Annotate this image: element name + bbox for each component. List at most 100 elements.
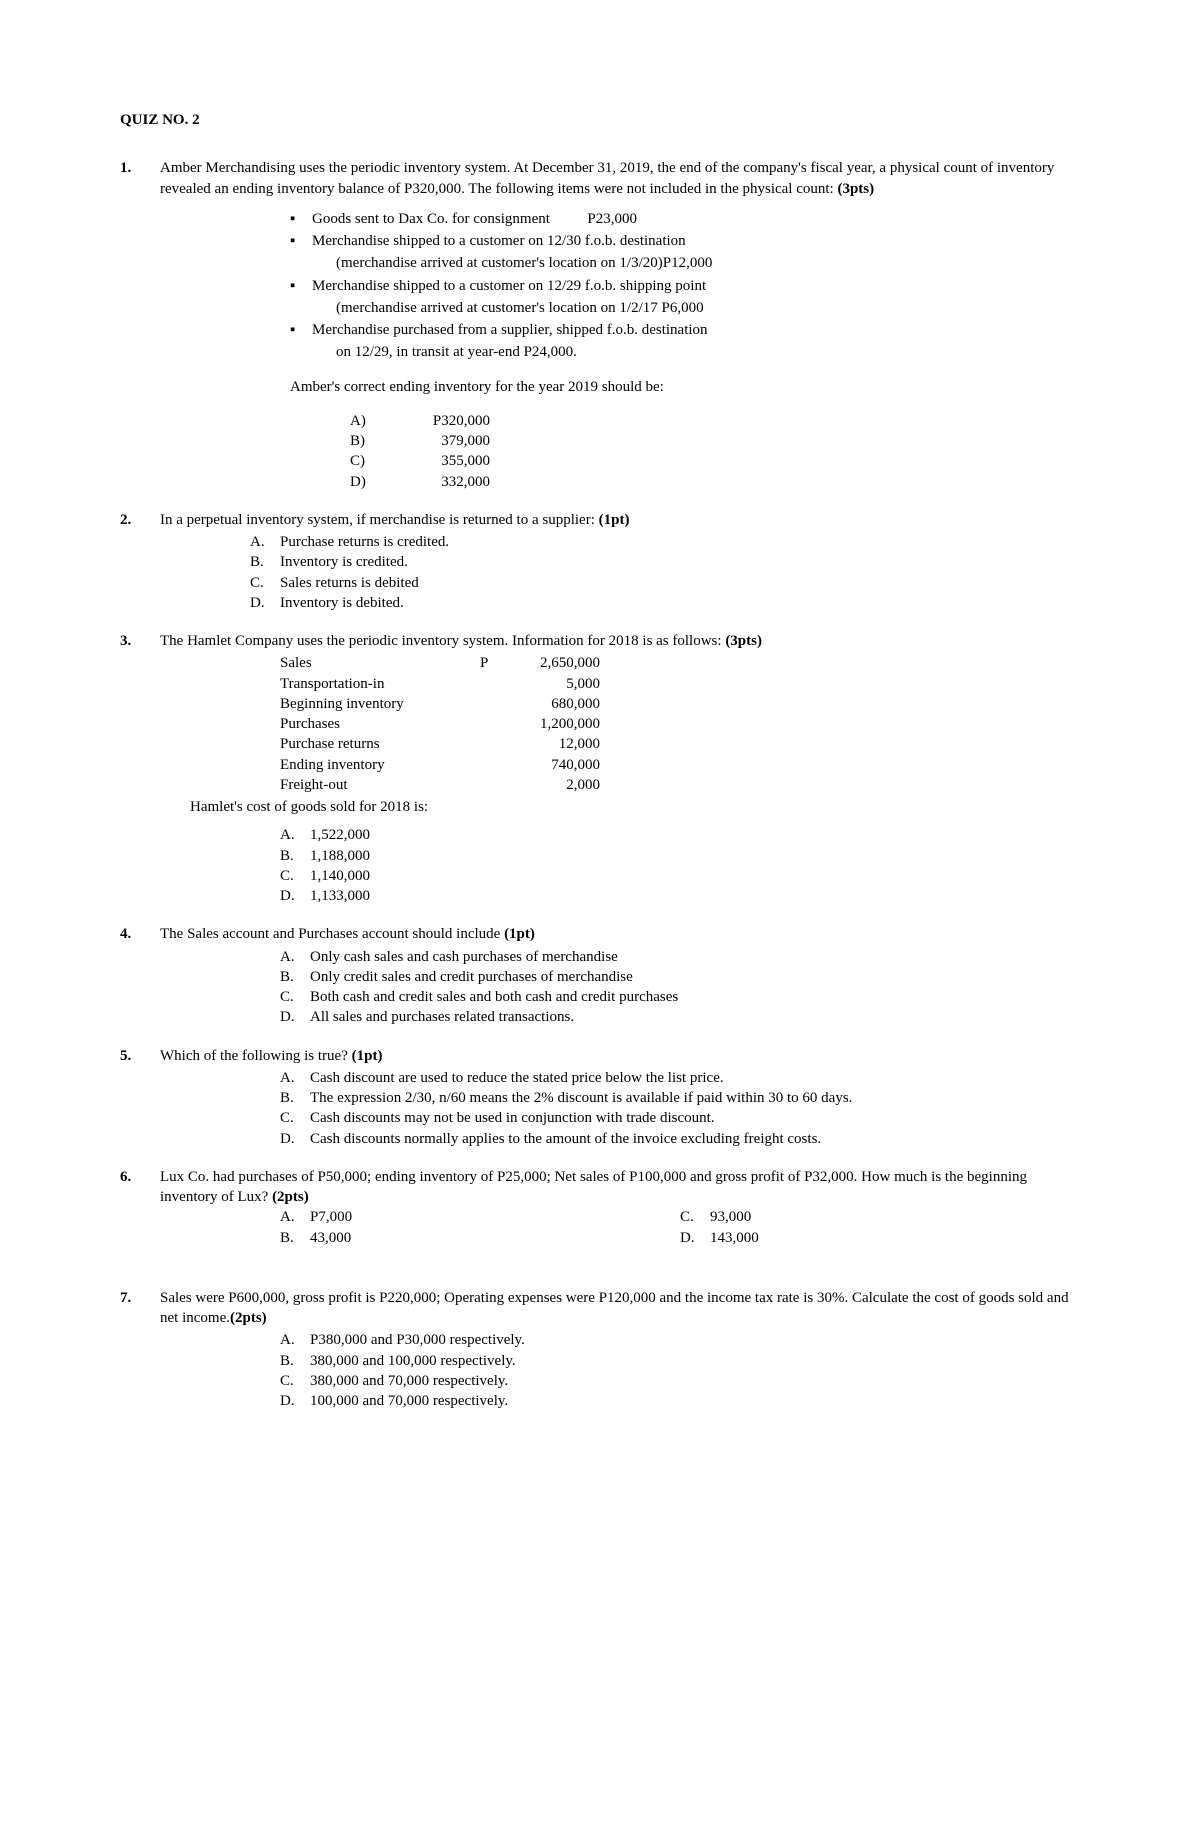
q1-prompt: Amber's correct ending inventory for the…: [290, 377, 1080, 397]
q3-d-label: D.: [280, 886, 310, 906]
q2-text: In a perpetual inventory system, if merc…: [160, 512, 599, 528]
q2-d-label: D.: [250, 593, 280, 613]
bullet-spacer: [290, 342, 312, 362]
q1-text: Amber Merchandising uses the periodic in…: [160, 160, 1054, 196]
q1-bullet-4-sub: on 12/29, in transit at year-end P24,000…: [336, 342, 1080, 362]
q5-options: A.Cash discount are used to reduce the s…: [280, 1068, 1080, 1149]
q4-points: (1pt): [504, 926, 535, 942]
question-5: 5. Which of the following is true? (1pt)…: [120, 1046, 1080, 1149]
q4-b: Only credit sales and credit purchases o…: [310, 967, 633, 987]
q7-d: 100,000 and 70,000 respectively.: [310, 1391, 508, 1411]
q3-options: A.1,522,000 B.1,188,000 C.1,140,000 D.1,…: [280, 825, 1080, 906]
q7-c: 380,000 and 70,000 respectively.: [310, 1371, 508, 1391]
q5-b: The expression 2/30, n/60 means the 2% d…: [310, 1088, 852, 1108]
q2-b-label: B.: [250, 552, 280, 572]
q1-b1-amount: P23,000: [587, 211, 637, 227]
q6-body: Lux Co. had purchases of P50,000; ending…: [160, 1167, 1080, 1248]
q2-d: Inventory is debited.: [280, 593, 404, 613]
q3-points: (3pts): [725, 633, 762, 649]
q3-r7-v: 2,000: [500, 775, 600, 795]
q3-b-label: B.: [280, 846, 310, 866]
q6-number: 6.: [120, 1167, 160, 1248]
question-6: 6. Lux Co. had purchases of P50,000; end…: [120, 1167, 1080, 1248]
q3-a: 1,522,000: [310, 825, 370, 845]
q7-body: Sales were P600,000, gross profit is P22…: [160, 1288, 1080, 1412]
q5-a-label: A.: [280, 1068, 310, 1088]
q3-r1-l: Sales: [280, 653, 480, 673]
q4-d: All sales and purchases related transact…: [310, 1007, 574, 1027]
q3-r7-l: Freight-out: [280, 775, 480, 795]
q5-number: 5.: [120, 1046, 160, 1149]
q1-a-label: A): [350, 411, 390, 431]
q4-c: Both cash and credit sales and both cash…: [310, 987, 678, 1007]
q1-bullet-1: Goods sent to Dax Co. for consignment P2…: [312, 209, 1080, 229]
q3-r3-v: 680,000: [500, 694, 600, 714]
question-7: 7. Sales were P600,000, gross profit is …: [120, 1288, 1080, 1412]
q1-bullet-2-sub: (merchandise arrived at customer's locat…: [336, 253, 1080, 273]
q2-c: Sales returns is debited: [280, 573, 419, 593]
q6-d-label: D.: [680, 1228, 710, 1248]
q3-r5-c: [480, 734, 500, 754]
bullet-icon: ▪: [290, 209, 312, 229]
q1-d-value: 332,000: [390, 472, 490, 492]
q4-text: The Sales account and Purchases account …: [160, 926, 504, 942]
q3-r2-v: 5,000: [500, 674, 600, 694]
q2-a: Purchase returns is credited.: [280, 532, 449, 552]
bullet-icon: ▪: [290, 320, 312, 340]
q1-b-label: B): [350, 431, 390, 451]
q1-number: 1.: [120, 158, 160, 492]
q6-row2: B.43,000 D.143,000: [280, 1228, 1080, 1248]
q5-body: Which of the following is true? (1pt) A.…: [160, 1046, 1080, 1149]
q1-answers: A)P320,000 B)379,000 C)355,000 D)332,000: [350, 411, 1080, 492]
q3-r1-c: P: [480, 653, 500, 673]
q5-b-label: B.: [280, 1088, 310, 1108]
q7-a: P380,000 and P30,000 respectively.: [310, 1330, 525, 1350]
q2-options: A.Purchase returns is credited. B. Invent…: [250, 532, 1080, 613]
q3-d: 1,133,000: [310, 886, 370, 906]
quiz-title: QUIZ NO. 2: [120, 110, 1080, 130]
q6-points: (2pts): [272, 1189, 309, 1205]
q4-d-label: D.: [280, 1007, 310, 1027]
q1-c-value: 355,000: [390, 451, 490, 471]
q6-b-value: 43,000: [310, 1228, 390, 1248]
q3-r5-l: Purchase returns: [280, 734, 480, 754]
q3-a-label: A.: [280, 825, 310, 845]
q2-body: In a perpetual inventory system, if merc…: [160, 510, 1080, 613]
q7-b: 380,000 and 100,000 respectively.: [310, 1351, 516, 1371]
q3-r2-l: Transportation-in: [280, 674, 480, 694]
q2-c-label: C.: [250, 573, 280, 593]
q1-b1-text: Goods sent to Dax Co. for consignment: [312, 211, 550, 227]
q5-c: Cash discounts may not be used in conjun…: [310, 1108, 715, 1128]
q3-r1-v: 2,650,000: [500, 653, 600, 673]
q6-d-value: 143,000: [710, 1228, 759, 1248]
q1-bullet-3-sub: (merchandise arrived at customer's locat…: [336, 298, 1080, 318]
q5-d: Cash discounts normally applies to the a…: [310, 1129, 821, 1149]
q3-r4-v: 1,200,000: [500, 714, 600, 734]
q5-text: Which of the following is true?: [160, 1048, 352, 1064]
q4-a-label: A.: [280, 947, 310, 967]
q4-options: A.Only cash sales and cash purchases of …: [280, 947, 1080, 1028]
q3-r5-v: 12,000: [500, 734, 600, 754]
q7-number: 7.: [120, 1288, 160, 1412]
q7-a-label: A.: [280, 1330, 310, 1350]
q7-text: Sales were P600,000, gross profit is P22…: [160, 1290, 1069, 1326]
q6-a-label: A.: [280, 1207, 310, 1227]
q6-b-label: B.: [280, 1228, 310, 1248]
q3-body: The Hamlet Company uses the periodic inv…: [160, 631, 1080, 906]
question-2: 2. In a perpetual inventory system, if m…: [120, 510, 1080, 613]
question-1: 1. Amber Merchandising uses the periodic…: [120, 158, 1080, 492]
bullet-icon: ▪: [290, 231, 312, 251]
q7-points: (2pts): [230, 1310, 267, 1326]
question-4: 4. The Sales account and Purchases accou…: [120, 924, 1080, 1027]
q7-options: A.P380,000 and P30,000 respectively. B.3…: [280, 1330, 1080, 1411]
q3-c: 1,140,000: [310, 866, 370, 886]
q3-data-table: SalesP2,650,000 Transportation-in5,000 B…: [280, 653, 1080, 795]
q3-r7-c: [480, 775, 500, 795]
q3-r6-c: [480, 755, 500, 775]
q2-a-label: A.: [250, 532, 280, 552]
q1-bullet-3: Merchandise shipped to a customer on 12/…: [312, 276, 1080, 296]
question-3: 3. The Hamlet Company uses the periodic …: [120, 631, 1080, 906]
q7-c-label: C.: [280, 1371, 310, 1391]
q3-r3-c: [480, 694, 500, 714]
q6-a-value: P7,000: [310, 1207, 390, 1227]
